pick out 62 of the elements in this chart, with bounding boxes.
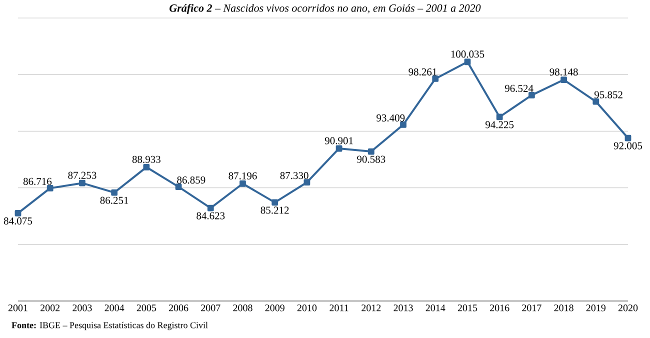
point bbox=[592, 98, 600, 105]
x-tick-label: 2013 bbox=[394, 304, 413, 312]
data-label: 84.623 bbox=[196, 212, 225, 220]
data-label: 86.251 bbox=[100, 196, 128, 204]
data-label: 86.716 bbox=[23, 178, 52, 185]
x-tick-label: 2008 bbox=[233, 304, 252, 312]
x-tick-label: 2012 bbox=[362, 304, 381, 312]
point bbox=[560, 76, 567, 83]
x-tick-label: 2019 bbox=[586, 304, 606, 312]
point bbox=[368, 148, 374, 155]
data-label: 93.409 bbox=[376, 114, 405, 122]
data-label: 94.225 bbox=[485, 121, 514, 128]
x-tick-label: 2017 bbox=[522, 304, 542, 312]
point bbox=[143, 164, 150, 170]
data-label: 84.075 bbox=[4, 217, 32, 225]
point bbox=[14, 210, 22, 216]
point bbox=[304, 179, 310, 186]
point bbox=[79, 180, 86, 186]
data-label: 98.148 bbox=[550, 68, 578, 76]
x-tick-label: 2009 bbox=[265, 304, 284, 312]
x-tick-label: 2006 bbox=[168, 304, 188, 312]
point bbox=[46, 184, 54, 192]
data-label: 98.261 bbox=[408, 68, 437, 76]
data-label: 87.196 bbox=[228, 172, 257, 180]
x-tick-label: 2004 bbox=[104, 304, 124, 312]
x-tick-label: 2018 bbox=[554, 304, 574, 312]
point bbox=[175, 184, 182, 190]
x-tick-label: 2015 bbox=[458, 304, 478, 312]
x-tick-label: 2003 bbox=[72, 304, 92, 312]
point bbox=[528, 92, 535, 98]
chart-title: Gráfico 2 – Nascidos vivos ocorridos no ano, em Goiás – 2001 a 2020 bbox=[170, 4, 481, 14]
point bbox=[240, 180, 246, 187]
point bbox=[336, 145, 342, 152]
data-label: 92.005 bbox=[614, 142, 642, 150]
x-tick-label: 2002 bbox=[40, 304, 60, 312]
x-tick-label: 2016 bbox=[490, 304, 510, 312]
x-tick-label: 2020 bbox=[618, 304, 638, 312]
data-label: 90.901 bbox=[324, 137, 353, 144]
point bbox=[432, 76, 439, 82]
data-label: 90.583 bbox=[357, 156, 386, 163]
point bbox=[272, 199, 278, 206]
x-tick-label: 2014 bbox=[426, 304, 446, 312]
data-label: 87.330 bbox=[280, 172, 308, 180]
x-tick-label: 2007 bbox=[201, 304, 220, 312]
data-label: 85.212 bbox=[260, 206, 289, 214]
text: Fonte: IBGE – Pesquisa Estatísticas do Registro Civil bbox=[12, 322, 208, 330]
x-tick-label: 2011 bbox=[330, 304, 348, 312]
data-label: 96.524 bbox=[504, 84, 534, 92]
x-tick-label: 2001 bbox=[8, 304, 28, 312]
x-tick-label: 2005 bbox=[136, 304, 156, 312]
point bbox=[207, 204, 214, 212]
data-label: 86.859 bbox=[177, 176, 206, 184]
data-label: 88.933 bbox=[132, 156, 160, 163]
data-label: 87.253 bbox=[68, 172, 96, 179]
point bbox=[624, 134, 632, 142]
x-tick-label: 2010 bbox=[297, 304, 317, 312]
point bbox=[464, 58, 471, 66]
point bbox=[111, 189, 118, 196]
point bbox=[400, 122, 406, 128]
data-label: 100.035 bbox=[451, 50, 484, 58]
point bbox=[496, 114, 503, 120]
data-label: 95.852 bbox=[594, 91, 622, 98]
